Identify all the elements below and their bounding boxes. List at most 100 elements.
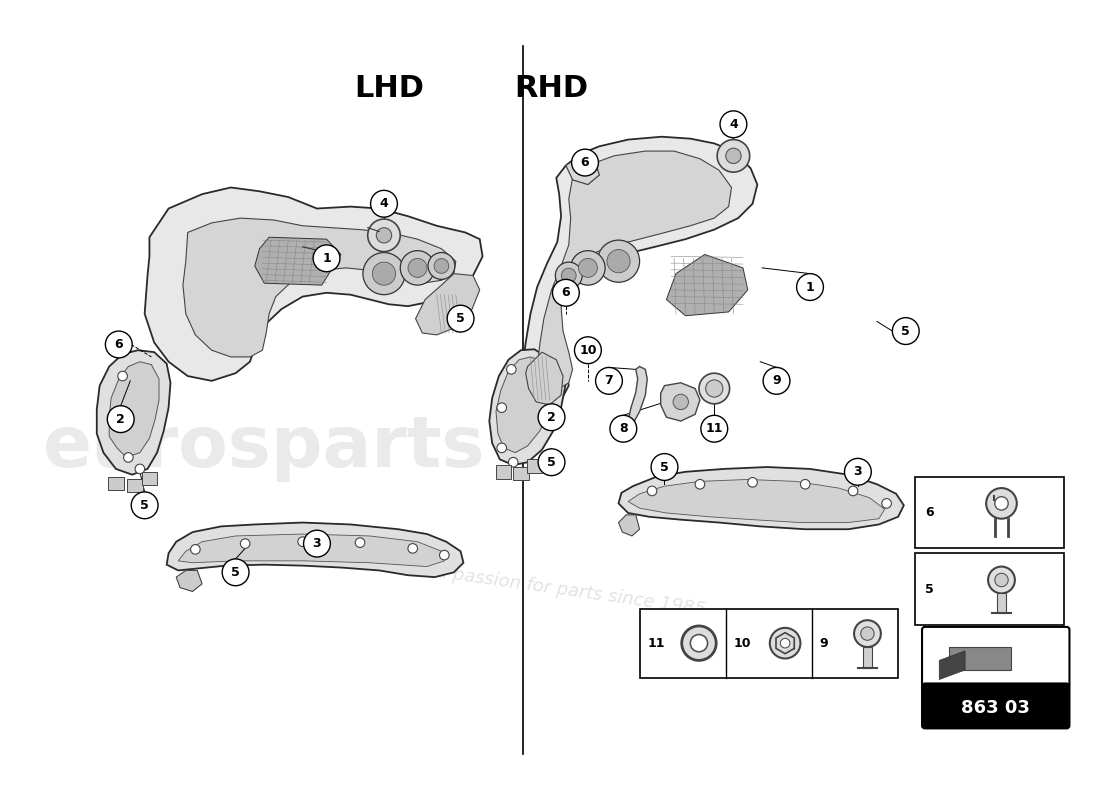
Circle shape <box>298 537 307 546</box>
Polygon shape <box>255 238 341 285</box>
Text: 9: 9 <box>820 637 828 650</box>
Text: 6: 6 <box>562 286 570 299</box>
Text: 5: 5 <box>456 312 465 325</box>
Circle shape <box>854 620 881 647</box>
Bar <box>496 465 512 478</box>
Circle shape <box>574 337 602 364</box>
Polygon shape <box>618 467 904 530</box>
Circle shape <box>647 486 657 496</box>
Circle shape <box>691 634 707 652</box>
Text: 5: 5 <box>141 499 149 512</box>
Circle shape <box>988 566 1015 594</box>
Polygon shape <box>537 151 732 389</box>
Circle shape <box>673 394 689 410</box>
Bar <box>997 594 1006 613</box>
Polygon shape <box>667 254 748 316</box>
Circle shape <box>552 279 580 306</box>
Circle shape <box>796 274 824 301</box>
Bar <box>862 647 872 668</box>
Circle shape <box>682 626 716 661</box>
Circle shape <box>106 331 132 358</box>
Text: 4: 4 <box>379 198 388 210</box>
Circle shape <box>118 371 128 381</box>
Polygon shape <box>949 647 1011 670</box>
Circle shape <box>987 488 1016 518</box>
Polygon shape <box>939 651 965 679</box>
Text: RHD: RHD <box>515 74 589 103</box>
Circle shape <box>314 245 340 272</box>
Text: 5: 5 <box>925 583 934 596</box>
Bar <box>527 459 542 473</box>
Polygon shape <box>628 366 647 424</box>
Circle shape <box>538 404 565 430</box>
Circle shape <box>698 373 729 404</box>
Bar <box>925 686 1067 726</box>
Text: 4: 4 <box>729 118 738 130</box>
Bar <box>128 478 143 492</box>
Polygon shape <box>661 382 700 421</box>
Circle shape <box>497 443 506 453</box>
Polygon shape <box>176 570 202 591</box>
Polygon shape <box>183 218 455 357</box>
Circle shape <box>861 627 875 640</box>
Circle shape <box>695 479 705 489</box>
Bar <box>142 472 157 486</box>
Circle shape <box>131 492 158 518</box>
Circle shape <box>135 464 144 474</box>
Polygon shape <box>522 137 758 408</box>
Circle shape <box>848 486 858 496</box>
Circle shape <box>571 250 605 285</box>
Circle shape <box>609 415 637 442</box>
Circle shape <box>376 228 392 243</box>
Polygon shape <box>416 274 480 335</box>
Circle shape <box>780 638 790 648</box>
Polygon shape <box>167 522 463 577</box>
Circle shape <box>190 545 200 554</box>
Circle shape <box>701 415 728 442</box>
Bar <box>915 553 1064 625</box>
Circle shape <box>597 240 639 282</box>
Text: 6: 6 <box>925 506 934 518</box>
Circle shape <box>579 258 597 278</box>
Bar <box>108 477 123 490</box>
FancyBboxPatch shape <box>922 682 1069 728</box>
Circle shape <box>408 544 418 553</box>
Text: a passion for parts since 1985: a passion for parts since 1985 <box>434 564 706 619</box>
Circle shape <box>572 149 598 176</box>
Text: 5: 5 <box>231 566 240 579</box>
Circle shape <box>607 250 630 273</box>
Text: eurosparts: eurosparts <box>43 414 485 482</box>
Text: 8: 8 <box>619 422 628 435</box>
Polygon shape <box>97 350 170 474</box>
Circle shape <box>123 453 133 462</box>
Text: 3: 3 <box>312 537 321 550</box>
Circle shape <box>994 574 1009 586</box>
Bar <box>915 477 1064 548</box>
FancyBboxPatch shape <box>922 627 1069 728</box>
Circle shape <box>304 530 330 557</box>
Circle shape <box>367 219 400 252</box>
Text: 6: 6 <box>581 156 590 169</box>
Text: 2: 2 <box>547 410 556 424</box>
Circle shape <box>994 497 1009 510</box>
Bar <box>514 467 528 481</box>
Bar <box>639 609 898 678</box>
Text: 5: 5 <box>660 461 669 474</box>
Text: LHD: LHD <box>354 74 424 103</box>
Circle shape <box>720 111 747 138</box>
Text: 11: 11 <box>705 422 723 435</box>
Circle shape <box>845 458 871 486</box>
Text: 6: 6 <box>114 338 123 351</box>
Circle shape <box>428 253 454 279</box>
Circle shape <box>497 403 506 413</box>
Polygon shape <box>618 515 639 536</box>
Circle shape <box>717 139 750 172</box>
Circle shape <box>108 406 134 433</box>
Circle shape <box>892 318 920 345</box>
Circle shape <box>882 498 891 508</box>
Polygon shape <box>490 350 565 465</box>
Polygon shape <box>178 534 444 566</box>
Text: 7: 7 <box>605 374 614 387</box>
Circle shape <box>355 538 365 547</box>
Circle shape <box>506 365 516 374</box>
